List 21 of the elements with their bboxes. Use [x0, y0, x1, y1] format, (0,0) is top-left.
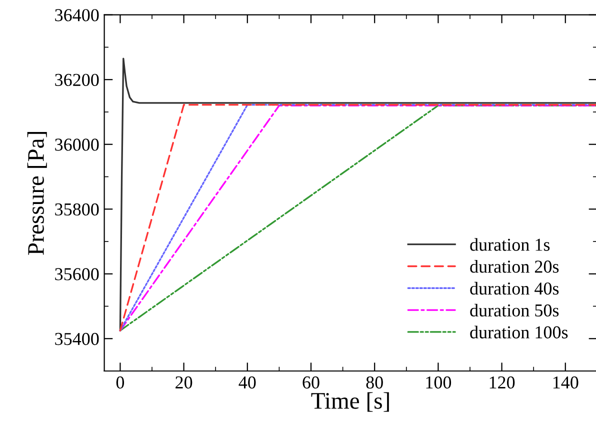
y-tick-label: 35800 — [55, 203, 99, 216]
legend-label: duration 50s — [470, 304, 559, 317]
y-tick-label: 36400 — [55, 9, 99, 22]
x-tick-label: 120 — [490, 376, 515, 389]
x-tick-label: 80 — [366, 376, 383, 389]
x-tick-label: 140 — [553, 376, 578, 389]
y-tick-label: 36200 — [55, 74, 99, 86]
x-tick-label: 60 — [302, 376, 320, 389]
legend-label: duration 20s — [470, 260, 559, 273]
y-tick-label: 35400 — [55, 332, 99, 346]
x-tick-label: 40 — [238, 376, 256, 389]
legend-label: duration 40s — [470, 282, 559, 295]
x-axis-title: Time [s] — [311, 392, 389, 412]
y-tick-label: 35600 — [55, 268, 99, 280]
legend-label: duration 1s — [470, 238, 550, 251]
y-tick-label: 36000 — [55, 138, 99, 151]
x-tick-label: 0 — [116, 376, 124, 389]
x-tick-label: 20 — [176, 376, 192, 389]
y-axis-title: Pressure [Pa] — [27, 132, 47, 255]
x-tick-label: 100 — [426, 376, 452, 389]
legend-label: duration 100s — [470, 326, 568, 338]
